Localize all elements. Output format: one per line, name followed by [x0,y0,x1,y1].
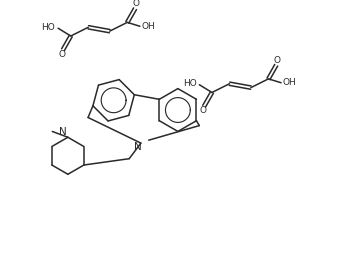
Text: HO: HO [42,23,55,32]
Text: OH: OH [142,22,155,31]
Text: O: O [59,50,66,59]
Text: O: O [200,107,207,116]
Text: N: N [134,142,142,152]
Text: HO: HO [183,79,196,88]
Text: N: N [59,127,67,138]
Text: OH: OH [283,78,297,87]
Text: O: O [274,56,281,65]
Text: O: O [133,0,139,9]
